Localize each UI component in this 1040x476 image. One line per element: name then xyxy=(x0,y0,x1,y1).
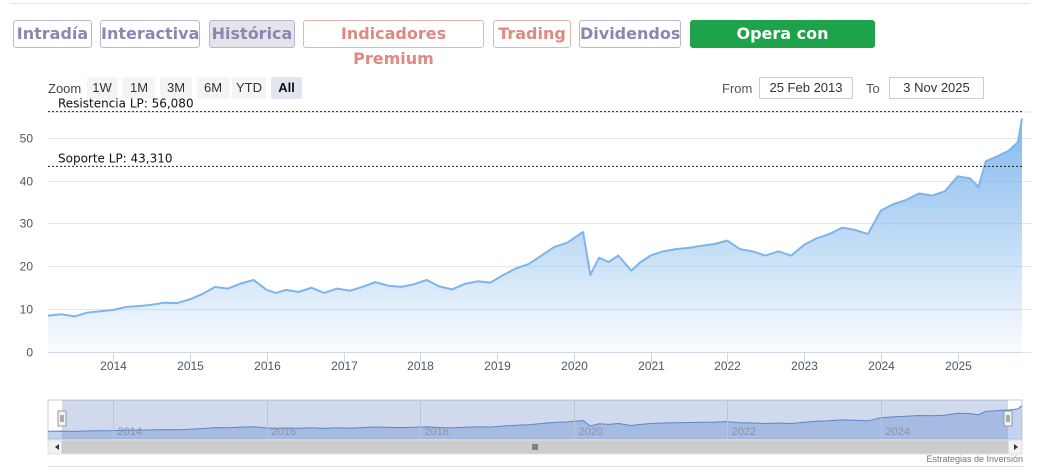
x-tick-label-2016: 2016 xyxy=(254,359,281,373)
x-tick-label-2014: 2014 xyxy=(100,359,127,373)
x-tick-label-2015: 2015 xyxy=(177,359,204,373)
x-tick-label-2018: 2018 xyxy=(407,359,434,373)
x-tick-label-2021: 2021 xyxy=(638,359,665,373)
tab-opera-con-freedom24[interactable]: Opera con Freedom24 xyxy=(690,20,875,68)
x-tick-label-2019: 2019 xyxy=(484,359,511,373)
zoom-button-all[interactable]: All xyxy=(271,77,302,99)
zoom-button-6m[interactable]: 6M xyxy=(197,77,229,99)
x-tick-label-2024: 2024 xyxy=(868,359,895,373)
x-tick-label-2017: 2017 xyxy=(331,359,358,373)
navigator-area xyxy=(48,405,1022,439)
y-tick-label-40: 40 xyxy=(20,175,34,189)
to-label: To xyxy=(866,81,880,96)
navigator-tick-label-2024: 2024 xyxy=(886,426,910,438)
scroll-right-arrow-icon[interactable] xyxy=(1014,444,1018,450)
zoom-button-1w[interactable]: 1W xyxy=(87,77,117,99)
zoom-button-3m[interactable]: 3M xyxy=(160,77,192,99)
series-line xyxy=(47,118,1023,318)
y-tick-label-20: 20 xyxy=(20,260,34,274)
zoom-button-ytd[interactable]: YTD xyxy=(232,77,266,99)
navigator-line xyxy=(47,405,1023,432)
navigator-selection xyxy=(62,400,1008,439)
scroll-left-arrow-icon[interactable] xyxy=(55,444,59,450)
from-date-input[interactable]: 25 Feb 2013 xyxy=(759,77,853,99)
y-tick-label-10: 10 xyxy=(20,303,34,317)
y-tick-label-50: 50 xyxy=(20,132,34,146)
tab-trading[interactable]: Trading xyxy=(493,20,571,48)
series-area xyxy=(48,118,1022,353)
tab-hist-rica[interactable]: Histórica xyxy=(209,20,295,48)
navigator-tick-label-2014: 2014 xyxy=(118,426,142,438)
reference-label-1: Soporte LP: 43,310 xyxy=(58,151,173,165)
x-tick-label-2020: 2020 xyxy=(561,359,588,373)
y-tick-label-30: 30 xyxy=(20,217,34,231)
bottom-divider xyxy=(48,466,1023,467)
x-tick-label-2023: 2023 xyxy=(791,359,818,373)
top-divider xyxy=(10,3,1030,4)
navigator-handle-left[interactable] xyxy=(57,410,67,427)
from-label: From xyxy=(722,81,753,96)
x-tick-label-2022: 2022 xyxy=(714,359,741,373)
navigator-tick-label-2022: 2022 xyxy=(732,426,756,438)
tab-indicadores-premium[interactable]: Indicadores Premium xyxy=(303,20,484,68)
tab-intrad-a[interactable]: Intradía xyxy=(13,20,92,48)
zoom-label: Zoom xyxy=(48,81,82,96)
navigator-tick-label-2016: 2016 xyxy=(272,426,296,438)
navigator-tick-label-2018: 2018 xyxy=(425,426,449,438)
tab-dividendos[interactable]: Dividendos xyxy=(579,20,681,48)
reference-label-0: Resistencia LP: 56,080 xyxy=(58,97,194,111)
x-tick-label-2025: 2025 xyxy=(945,359,972,373)
navigator-handle-right[interactable] xyxy=(1003,410,1013,427)
navigator-tick-label-2020: 2020 xyxy=(579,426,603,438)
credits: Estrategias de Inversión xyxy=(926,454,1023,464)
zoom-button-1m[interactable]: 1M xyxy=(123,77,155,99)
to-date-input[interactable]: 3 Nov 2025 xyxy=(889,77,984,99)
tab-interactiva[interactable]: Interactiva xyxy=(100,20,200,48)
y-tick-label-0: 0 xyxy=(26,346,33,360)
